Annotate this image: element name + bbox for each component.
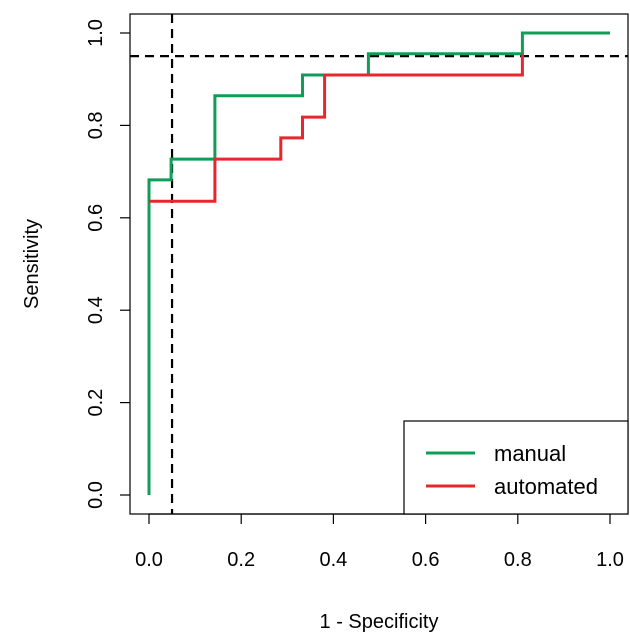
legend-label-automated: automated [494, 474, 598, 499]
x-tick-label: 0.4 [319, 549, 347, 571]
y-tick-label: 0.6 [85, 204, 107, 232]
x-tick-label: 0.6 [412, 549, 440, 571]
y-tick-label: 0.2 [85, 389, 107, 417]
plot-marks [130, 14, 628, 514]
x-tick-label: 0.0 [135, 549, 163, 571]
legend-box [403, 420, 629, 515]
legend: manual automated [403, 420, 629, 515]
x-tick-label: 1.0 [596, 549, 624, 571]
y-tick-label: 1.0 [85, 19, 107, 47]
y-tick-label: 0.4 [85, 296, 107, 324]
x-axis-title: 1 - Specificity [320, 611, 439, 633]
series-line-automated [149, 53, 524, 203]
x-tick-label: 0.2 [227, 549, 255, 571]
x-tick-label: 0.8 [504, 549, 532, 571]
y-tick-label: 0.0 [85, 481, 107, 509]
legend-label-manual: manual [494, 441, 566, 466]
y-tick-label: 0.8 [85, 111, 107, 139]
y-axis-title: Sensitivity [21, 219, 43, 309]
